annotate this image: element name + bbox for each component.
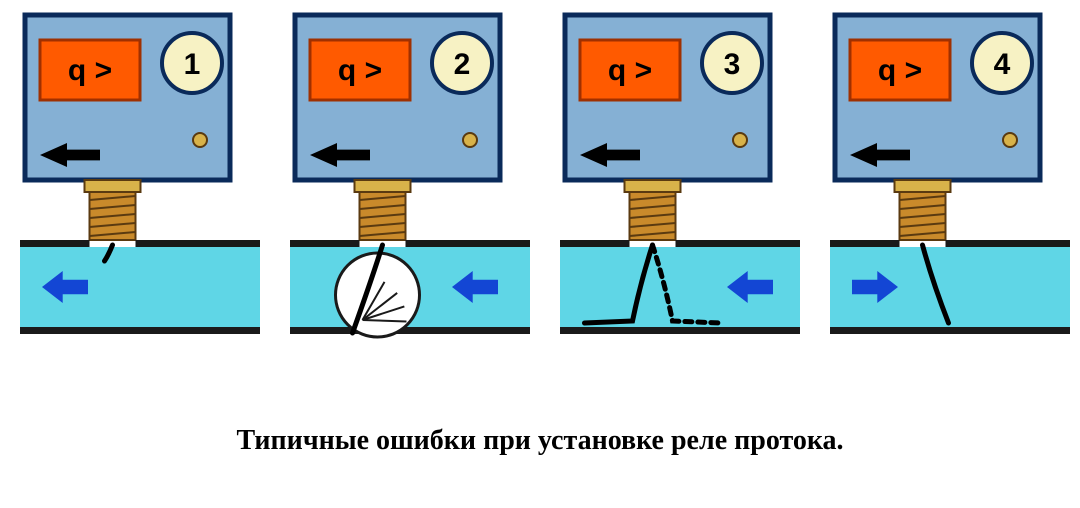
device-tag-label: q > xyxy=(338,54,382,87)
panel-number-4: 4 xyxy=(994,48,1011,81)
device-tag-label: q > xyxy=(608,54,652,87)
diagram-panel-2: q > 2 xyxy=(290,10,530,410)
diagram-panel-1: q > 1 xyxy=(20,10,260,410)
diagram-panel-3: q > 3 xyxy=(560,10,800,410)
panel-number-2: 2 xyxy=(454,48,471,81)
diagram-caption: Типичные ошибки при установке реле прото… xyxy=(0,425,1080,457)
device-tag-label: q > xyxy=(68,54,112,87)
panel-number-3: 3 xyxy=(724,48,741,81)
diagram-panel-4: q > 4 xyxy=(830,10,1070,410)
panel-number-1: 1 xyxy=(184,48,201,81)
device-tag-label: q > xyxy=(878,54,922,87)
